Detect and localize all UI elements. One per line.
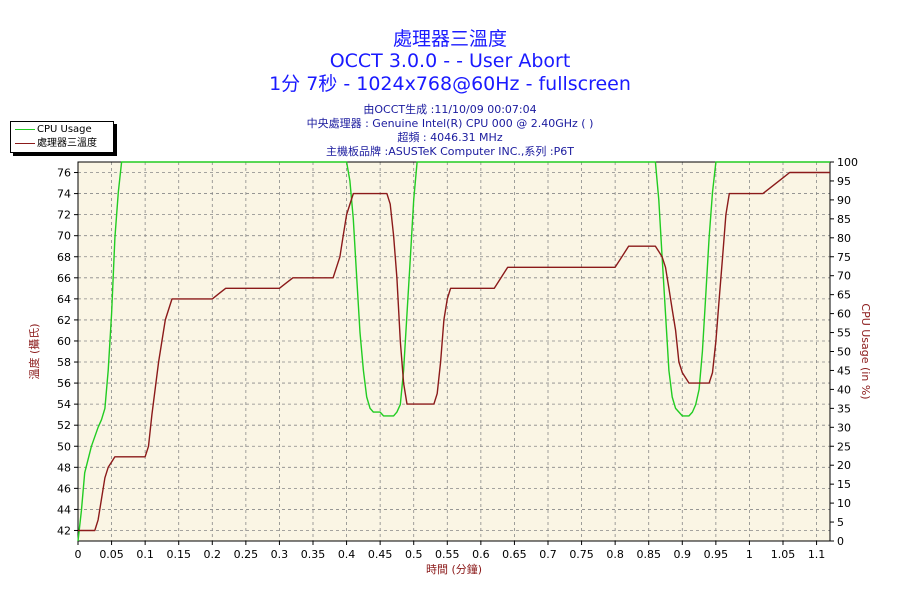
y-right-tick-label: 65 [837, 289, 851, 302]
legend: CPU Usage 處理器三溫度 [10, 121, 114, 153]
x-tick-label: 0.35 [301, 548, 326, 561]
y-left-tick-label: 44 [57, 503, 71, 516]
y-right-tick-label: 55 [837, 327, 851, 340]
plot-area [78, 162, 830, 541]
x-tick-label: 0.8 [606, 548, 624, 561]
y-right-tick-label: 80 [837, 232, 851, 245]
y-left-tick-label: 50 [57, 440, 71, 453]
y-left-tick-label: 64 [57, 293, 71, 306]
y-right-tick-label: 10 [837, 497, 851, 510]
info-motherboard: 主機板品牌 :ASUSTeK Computer INC.,系列 :P6T [326, 145, 574, 158]
x-tick-label: 0.4 [338, 548, 356, 561]
y-left-tick-label: 56 [57, 377, 71, 390]
y-right-tick-label: 60 [837, 308, 851, 321]
y-right-tick-label: 100 [837, 156, 858, 169]
chart-subtitle-1: OCCT 3.0.0 - - User Abort [329, 50, 571, 72]
y-right-tick-label: 5 [837, 516, 844, 529]
y-left-tick-label: 66 [57, 272, 71, 285]
x-tick-label: 0.05 [99, 548, 124, 561]
x-tick-label: 1.05 [771, 548, 796, 561]
x-tick-label: 0.25 [234, 548, 259, 561]
legend-item-cpu-usage: CPU Usage [11, 123, 113, 137]
y-right-tick-label: 20 [837, 459, 851, 472]
y-right-tick-label: 40 [837, 383, 851, 396]
x-tick-label: 1 [746, 548, 753, 561]
y-left-tick-label: 72 [57, 209, 71, 222]
y-right-tick-label: 35 [837, 402, 851, 415]
x-tick-label: 0.85 [636, 548, 661, 561]
y-left-tick-label: 46 [57, 482, 71, 495]
y-left-tick-label: 68 [57, 251, 71, 264]
x-tick-label: 0.2 [204, 548, 222, 561]
legend-swatch-cpu-usage [15, 129, 35, 130]
y-right-tick-label: 85 [837, 213, 851, 226]
x-tick-label: 0.55 [435, 548, 460, 561]
x-tick-label: 0.15 [166, 548, 191, 561]
y-right-tick-label: 25 [837, 440, 851, 453]
x-tick-label: 0 [75, 548, 82, 561]
legend-swatch-temperature [15, 143, 35, 144]
legend-item-temperature: 處理器三溫度 [11, 137, 113, 151]
x-tick-label: 0.7 [539, 548, 557, 561]
y-left-axis-label: 溫度 (攝氏) [27, 323, 41, 379]
series-line-temperature [78, 171, 830, 532]
chart-title: 處理器三溫度 [392, 28, 507, 50]
y-right-tick-label: 90 [837, 194, 851, 207]
y-right-tick-label: 95 [837, 175, 851, 188]
y-left-tick-label: 52 [57, 419, 71, 432]
y-right-tick-label: 15 [837, 478, 851, 491]
x-tick-label: 0.65 [502, 548, 527, 561]
y-left-tick-label: 74 [57, 188, 71, 201]
y-left-tick-label: 60 [57, 335, 71, 348]
info-cpu: 中央處理器 : Genuine Intel(R) CPU 000 @ 2.40G… [306, 117, 594, 130]
y-right-tick-label: 50 [837, 346, 851, 359]
series-line-cpu-usage [77, 161, 830, 542]
x-tick-label: 0.75 [569, 548, 594, 561]
info-generated: 由OCCT生成 :11/10/09 00:07:04 [363, 103, 537, 116]
y-left-tick-label: 76 [57, 167, 71, 180]
x-tick-label: 0.3 [271, 548, 289, 561]
y-left-tick-label: 42 [57, 524, 71, 537]
x-tick-label: 0.6 [472, 548, 490, 561]
x-tick-label: 0.1 [136, 548, 154, 561]
y-left-tick-label: 54 [57, 398, 71, 411]
x-tick-label: 0.9 [674, 548, 692, 561]
x-tick-label: 0.95 [704, 548, 729, 561]
y-left-tick-label: 58 [57, 356, 71, 369]
y-left-tick-label: 48 [57, 461, 71, 474]
y-right-tick-label: 0 [837, 535, 844, 548]
x-tick-label: 0.45 [368, 548, 393, 561]
x-tick-label: 1.1 [808, 548, 826, 561]
chart-subtitle-2: 1分 7秒 - 1024x768@60Hz - fullscreen [269, 73, 631, 95]
info-frequency: 超頻 : 4046.31 MHz [397, 131, 503, 144]
y-left-tick-label: 70 [57, 230, 71, 243]
y-left-tick-label: 62 [57, 314, 71, 327]
x-axis-label: 時間 (分鐘) [426, 562, 482, 576]
x-tick-label: 0.5 [405, 548, 423, 561]
y-right-tick-label: 30 [837, 421, 851, 434]
y-right-axis-label: CPU Usage (in %) [859, 303, 872, 399]
y-right-tick-label: 75 [837, 251, 851, 264]
y-right-tick-label: 70 [837, 270, 851, 283]
y-right-tick-label: 45 [837, 364, 851, 377]
legend-label-temperature: 處理器三溫度 [37, 138, 97, 149]
legend-label-cpu-usage: CPU Usage [37, 124, 92, 135]
